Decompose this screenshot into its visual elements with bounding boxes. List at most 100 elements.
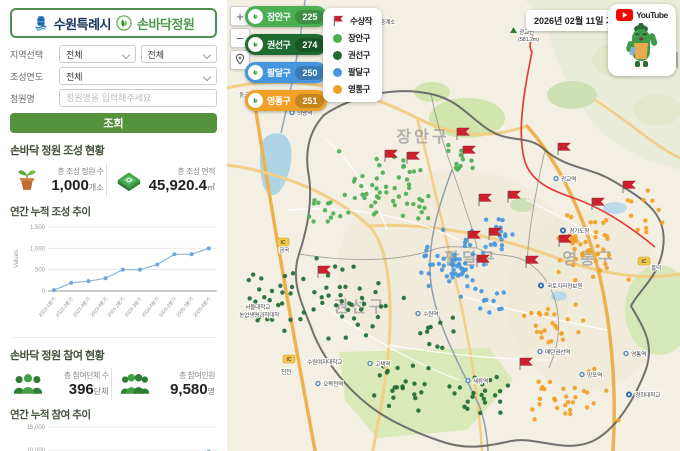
garden-dot[interactable] bbox=[451, 329, 456, 334]
garden-dot[interactable] bbox=[470, 251, 475, 257]
garden-dot[interactable] bbox=[472, 375, 477, 380]
garden-dot[interactable] bbox=[298, 317, 303, 322]
garden-dot[interactable] bbox=[595, 251, 600, 256]
garden-dot[interactable] bbox=[449, 261, 454, 267]
garden-dot[interactable] bbox=[427, 341, 432, 347]
garden-dot[interactable] bbox=[603, 261, 608, 267]
garden-dot[interactable] bbox=[588, 220, 593, 225]
garden-dot[interactable] bbox=[311, 219, 316, 224]
garden-dot[interactable] bbox=[371, 212, 377, 217]
garden-dot[interactable] bbox=[339, 299, 344, 304]
award-flag[interactable] bbox=[384, 149, 398, 162]
garden-dot[interactable] bbox=[625, 198, 630, 203]
garden-dot[interactable] bbox=[537, 402, 542, 407]
garden-dot[interactable] bbox=[419, 210, 424, 215]
award-flag[interactable] bbox=[557, 142, 571, 155]
garden-dot[interactable] bbox=[459, 148, 464, 153]
garden-dot[interactable] bbox=[425, 244, 430, 250]
garden-dot[interactable] bbox=[444, 274, 450, 279]
garden-dot[interactable] bbox=[565, 400, 571, 405]
garden-dot[interactable] bbox=[583, 239, 588, 245]
garden-dot[interactable] bbox=[499, 247, 504, 252]
garden-dot[interactable] bbox=[496, 217, 501, 222]
garden-dot[interactable] bbox=[578, 242, 583, 247]
garden-dot[interactable] bbox=[550, 321, 555, 326]
garden-dot[interactable] bbox=[479, 392, 484, 398]
garden-dot[interactable] bbox=[251, 272, 256, 277]
garden-dot[interactable] bbox=[494, 291, 500, 296]
garden-dot[interactable] bbox=[601, 247, 606, 252]
garden-dot[interactable] bbox=[471, 390, 476, 396]
garden-dot[interactable] bbox=[337, 284, 342, 290]
award-flag[interactable] bbox=[467, 230, 481, 243]
garden-dot[interactable] bbox=[597, 268, 603, 273]
garden-dot[interactable] bbox=[426, 366, 431, 371]
garden-dot[interactable] bbox=[499, 237, 504, 242]
garden-dot[interactable] bbox=[452, 252, 457, 258]
garden-dot[interactable] bbox=[342, 192, 347, 198]
garden-dot[interactable] bbox=[265, 317, 270, 322]
garden-dot[interactable] bbox=[412, 392, 417, 397]
garden-dot[interactable] bbox=[438, 320, 443, 325]
garden-dot[interactable] bbox=[411, 169, 417, 174]
garden-dot[interactable] bbox=[360, 192, 365, 197]
garden-dot[interactable] bbox=[363, 333, 369, 338]
garden-dot[interactable] bbox=[459, 272, 464, 277]
garden-dot[interactable] bbox=[592, 366, 597, 372]
garden-dot[interactable] bbox=[570, 235, 575, 240]
garden-dot[interactable] bbox=[510, 232, 515, 237]
garden-dot[interactable] bbox=[276, 302, 281, 308]
garden-dot[interactable] bbox=[497, 389, 503, 394]
garden-dot[interactable] bbox=[545, 306, 551, 312]
garden-dot[interactable] bbox=[435, 253, 440, 259]
garden-dot[interactable] bbox=[447, 279, 452, 284]
garden-dot[interactable] bbox=[334, 303, 339, 308]
garden-dot[interactable] bbox=[441, 227, 446, 232]
garden-dot[interactable] bbox=[345, 307, 351, 313]
garden-dot[interactable] bbox=[325, 201, 331, 206]
garden-dot[interactable] bbox=[359, 295, 365, 301]
garden-dot[interactable] bbox=[418, 168, 423, 173]
garden-dot[interactable] bbox=[505, 383, 511, 388]
garden-dot[interactable] bbox=[311, 307, 316, 312]
garden-dot[interactable] bbox=[403, 191, 409, 196]
garden-dot[interactable] bbox=[400, 384, 405, 389]
garden-dot[interactable] bbox=[586, 369, 591, 374]
garden-dot[interactable] bbox=[390, 198, 396, 204]
garden-dot[interactable] bbox=[539, 335, 544, 340]
garden-dot[interactable] bbox=[457, 385, 463, 390]
garden-dot[interactable] bbox=[595, 243, 600, 249]
garden-dot[interactable] bbox=[469, 158, 474, 163]
garden-dot[interactable] bbox=[464, 274, 470, 279]
garden-dot[interactable] bbox=[406, 182, 412, 187]
garden-dot[interactable] bbox=[282, 328, 287, 333]
garden-dot[interactable] bbox=[369, 203, 374, 209]
garden-dot[interactable] bbox=[460, 157, 466, 162]
garden-dot[interactable] bbox=[557, 258, 563, 263]
garden-dot[interactable] bbox=[312, 290, 317, 295]
garden-dot[interactable] bbox=[576, 330, 581, 335]
garden-dot[interactable] bbox=[269, 317, 275, 322]
garden-dot[interactable] bbox=[406, 185, 412, 191]
garden-dot[interactable] bbox=[467, 242, 473, 248]
garden-dot[interactable] bbox=[552, 398, 558, 403]
garden-dot[interactable] bbox=[316, 200, 321, 205]
garden-dot[interactable] bbox=[487, 310, 492, 315]
garden-dot[interactable] bbox=[604, 218, 609, 223]
garden-dot[interactable] bbox=[351, 264, 356, 269]
garden-dot[interactable] bbox=[522, 313, 527, 318]
garden-dot[interactable] bbox=[568, 411, 573, 417]
garden-dot[interactable] bbox=[439, 267, 445, 272]
garden-dot[interactable] bbox=[628, 213, 634, 218]
garden-dot[interactable] bbox=[404, 201, 410, 206]
garden-dot[interactable] bbox=[536, 379, 541, 384]
garden-dot[interactable] bbox=[343, 335, 348, 340]
garden-dot[interactable] bbox=[643, 225, 649, 231]
garden-dot[interactable] bbox=[440, 345, 445, 350]
garden-dot[interactable] bbox=[465, 399, 470, 404]
garden-dot[interactable] bbox=[416, 408, 421, 413]
garden-dot[interactable] bbox=[361, 301, 367, 307]
garden-dot[interactable] bbox=[418, 331, 423, 336]
garden-dot[interactable] bbox=[591, 401, 596, 406]
garden-dot[interactable] bbox=[451, 267, 456, 273]
